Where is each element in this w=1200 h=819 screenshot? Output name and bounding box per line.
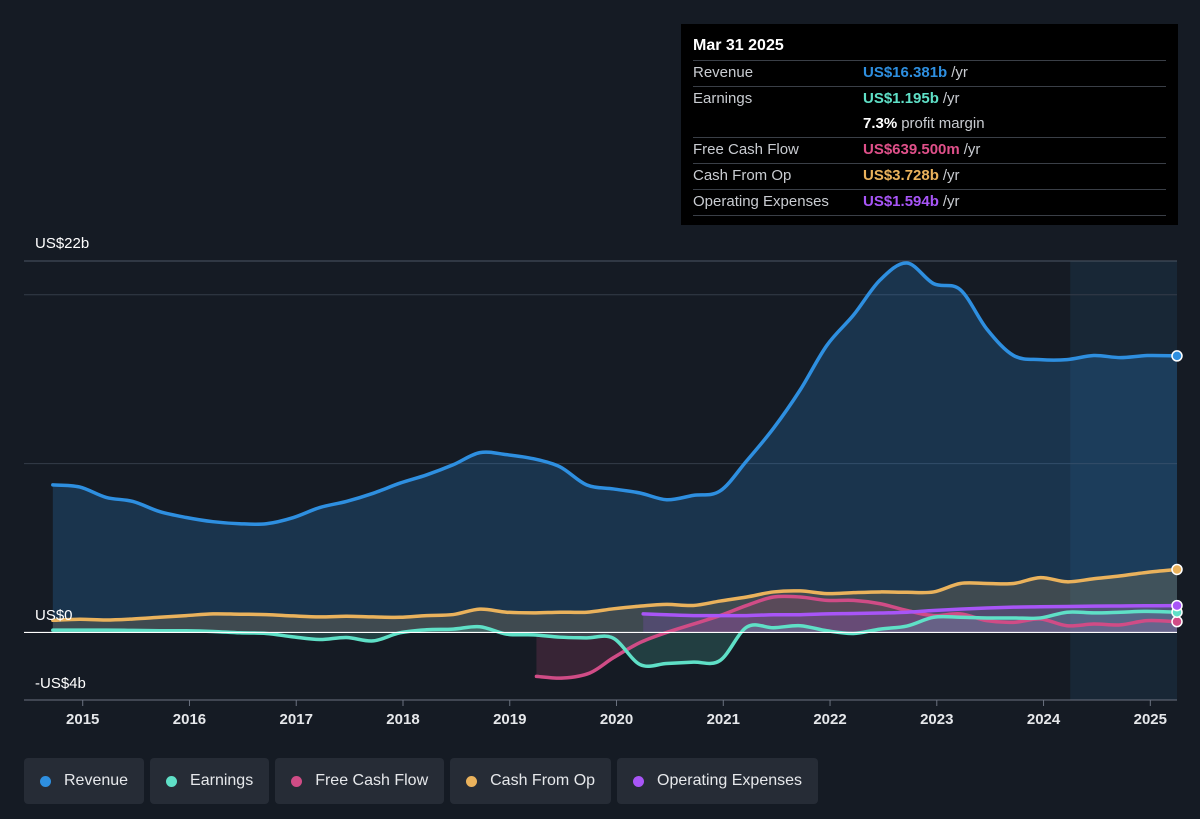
x-tick-label: 2025 — [1134, 711, 1167, 728]
tooltip-unit: /yr — [963, 141, 981, 158]
tooltip-label: Revenue — [693, 64, 754, 81]
legend-dot-icon — [166, 775, 178, 787]
tooltip-unit: profit margin — [901, 115, 985, 132]
tooltip-unit: /yr — [942, 167, 960, 184]
legend-label: Earnings — [190, 772, 254, 789]
series-end-dots — [1171, 350, 1183, 628]
y-axis-label-top: US$22b — [35, 235, 89, 252]
x-tick-label: 2020 — [600, 711, 633, 728]
free-cash-flow-line — [534, 594, 1179, 680]
x-tick-label: 2024 — [1027, 711, 1061, 728]
legend-item-cash-from-op[interactable]: Cash From Op — [450, 758, 612, 804]
revenue-line — [51, 261, 1179, 527]
tooltip-label: Free Cash Flow — [693, 141, 799, 158]
data-tooltip: Mar 31 2025 Revenue US$16.381b /yr Earni… — [681, 24, 1178, 225]
tooltip-row-operating-expenses: Operating Expenses US$1.594b /yr — [693, 189, 1166, 216]
legend-item-free-cash-flow[interactable]: Free Cash Flow — [275, 758, 445, 804]
legend-item-earnings[interactable]: Earnings — [150, 758, 270, 804]
tooltip-unit: /yr — [942, 90, 960, 107]
x-tick-label: 2018 — [386, 711, 419, 728]
x-tick-label: 2015 — [66, 711, 99, 728]
tooltip-row-revenue: Revenue US$16.381b /yr — [693, 60, 1166, 86]
legend-dot-icon — [633, 775, 645, 787]
tooltip-row-free-cash-flow: Free Cash Flow US$639.500m /yr — [693, 137, 1166, 163]
tooltip-value: 7.3% — [863, 115, 898, 132]
x-tick-label: 2016 — [173, 711, 206, 728]
tooltip-row-earnings: Earnings US$1.195b /yr — [693, 86, 1166, 112]
legend-dot-icon — [291, 775, 303, 787]
legend-label: Free Cash Flow — [315, 772, 429, 789]
cash-from-op-end-dot — [1171, 563, 1183, 576]
chart-legend: Revenue Earnings Free Cash Flow Cash Fro… — [24, 758, 819, 804]
revenue-area — [52, 262, 1178, 633]
legend-item-revenue[interactable]: Revenue — [24, 758, 145, 804]
operating-expenses-end-dot — [1171, 599, 1183, 612]
x-tick-label: 2021 — [707, 711, 740, 728]
tooltip-label: Cash From Op — [693, 167, 792, 184]
tooltip-unit: /yr — [951, 64, 968, 81]
free-cash-flow-end-dot — [1171, 615, 1183, 628]
legend-dot-icon — [40, 775, 51, 787]
legend-dot-icon — [466, 775, 478, 787]
x-tick-label: 2022 — [813, 711, 846, 728]
x-axis-ticks: 2015 2016 2017 2018 2019 2020 2021 2022 2023 2024… — [66, 700, 1167, 728]
operating-expenses-area — [643, 605, 1177, 633]
cash-from-op-line — [51, 567, 1179, 623]
tooltip-value: US$1.594b — [863, 193, 939, 210]
tooltip-unit: /yr — [942, 193, 960, 210]
y-axis-label-bottom: -US$4b — [35, 675, 86, 692]
x-tick-label: 2023 — [920, 711, 953, 728]
tooltip-value: US$16.381b — [863, 64, 948, 81]
legend-label: Revenue — [64, 772, 129, 789]
gridlines — [24, 260, 1177, 465]
x-tick-label: 2019 — [493, 711, 526, 728]
revenue-end-dot — [1171, 350, 1183, 362]
tooltip-row-profit-margin: 7.3% profit margin — [693, 112, 1166, 137]
tooltip-value: US$639.500m — [863, 141, 960, 158]
tooltip-row-cash-from-op: Cash From Op US$3.728b /yr — [693, 163, 1166, 189]
x-tick-label: 2017 — [280, 711, 313, 728]
operating-expenses-line — [641, 603, 1179, 618]
forecast-region — [1070, 261, 1177, 700]
tooltip-label — [693, 112, 863, 137]
legend-item-operating-expenses[interactable]: Operating Expenses — [617, 758, 819, 804]
tooltip-value: US$3.728b — [863, 167, 939, 184]
tooltip-label: Earnings — [693, 90, 753, 107]
legend-label: Cash From Op — [490, 772, 596, 789]
y-axis-label-zero: US$0 — [35, 607, 73, 624]
series-fills — [52, 262, 1178, 679]
tooltip-date: Mar 31 2025 — [693, 37, 784, 54]
legend-label: Operating Expenses — [657, 772, 803, 789]
tooltip-value: US$1.195b — [863, 90, 939, 107]
tooltip-label: Operating Expenses — [693, 193, 829, 210]
